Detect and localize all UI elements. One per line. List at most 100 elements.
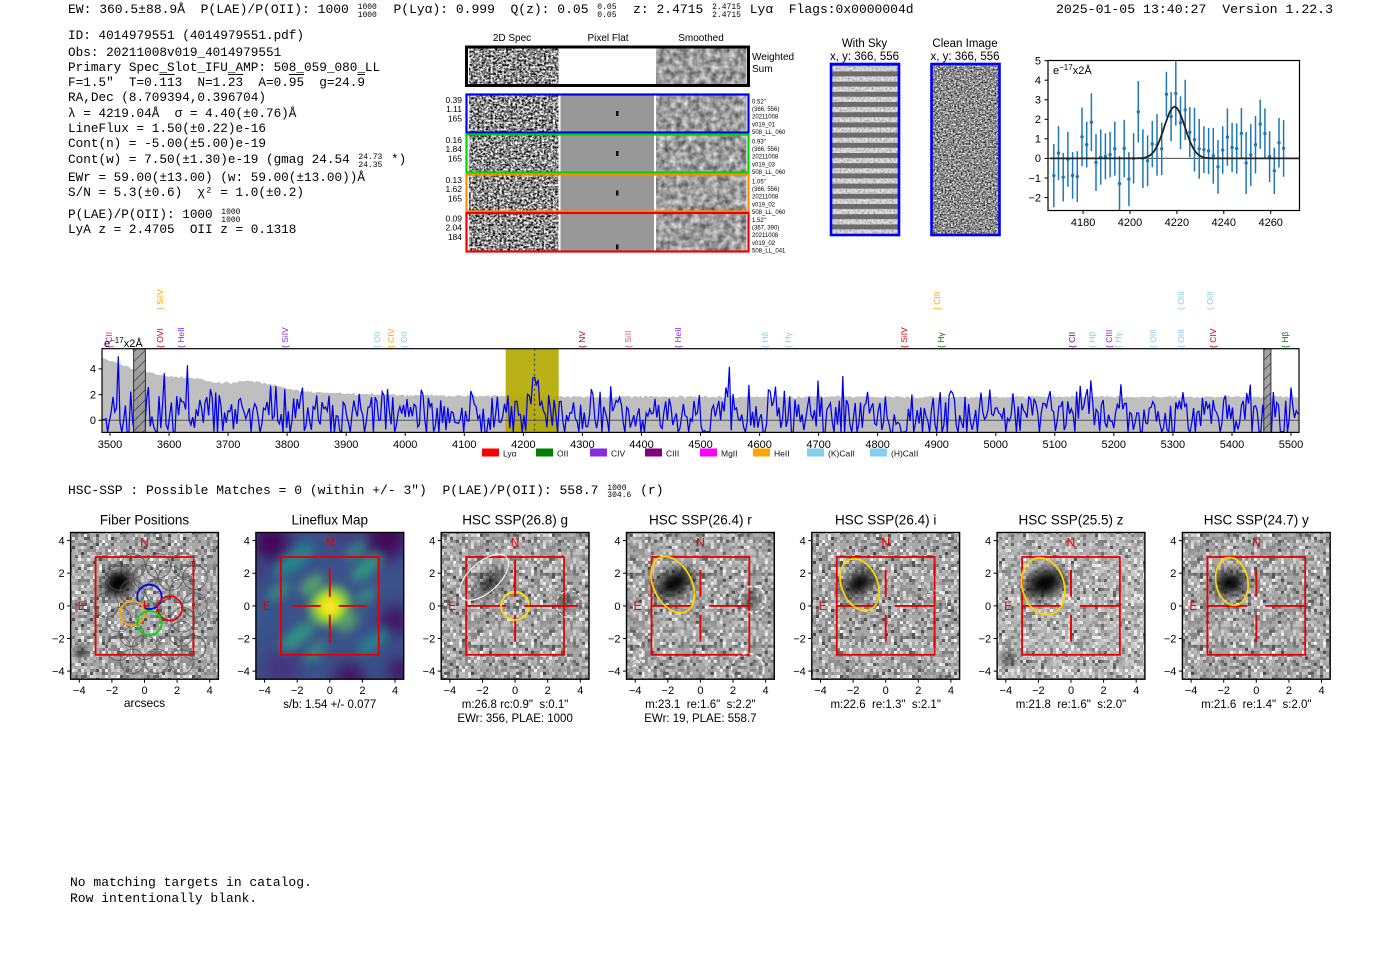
svg-text:−2: −2 — [423, 634, 436, 646]
svg-text:2: 2 — [730, 685, 736, 697]
svg-text:Sum: Sum — [752, 64, 773, 75]
svg-text:0.52": 0.52" — [752, 100, 766, 106]
svg-text:E: E — [819, 599, 827, 613]
svg-text:−4: −4 — [73, 685, 86, 697]
svg-text:E: E — [263, 599, 271, 613]
svg-text:Fiber Positions: Fiber Positions — [100, 513, 190, 528]
svg-text:{ OII: { OII — [399, 331, 409, 348]
svg-text:{ HeII: { HeII — [176, 327, 186, 348]
svg-text:m:21.6 re:1.4" s:2.0": m:21.6 re:1.4" s:2.0" — [1201, 699, 1311, 711]
svg-text:Pixel Flat: Pixel Flat — [587, 33, 628, 44]
svg-text:{ Hγ: { Hγ — [936, 332, 946, 348]
svg-text:m:22.6 re:1.3" s:2.1": m:22.6 re:1.3" s:2.1" — [830, 699, 940, 711]
svg-text:4: 4 — [392, 685, 398, 697]
svg-text:{ HeII: { HeII — [673, 327, 683, 348]
svg-text:−4: −4 — [52, 666, 65, 678]
svg-text:2: 2 — [915, 685, 921, 697]
svg-text:−1: −1 — [1028, 173, 1041, 185]
svg-text:4600: 4600 — [747, 439, 771, 451]
svg-text:2: 2 — [1035, 114, 1041, 126]
svg-text:{ Hβ: { Hβ — [1280, 332, 1290, 348]
svg-text:N: N — [511, 536, 520, 550]
svg-text:−2: −2 — [608, 634, 621, 646]
svg-text:0: 0 — [1068, 685, 1074, 697]
svg-text:4: 4 — [244, 536, 250, 548]
svg-text:−2: −2 — [847, 685, 860, 697]
svg-text:0.93": 0.93" — [752, 140, 766, 146]
svg-text:HeII: HeII — [774, 449, 790, 459]
svg-text:4: 4 — [800, 536, 806, 548]
svg-text:4: 4 — [985, 536, 991, 548]
svg-text:184: 184 — [448, 232, 462, 242]
svg-text:2: 2 — [90, 389, 96, 401]
svg-text:4800: 4800 — [865, 439, 889, 451]
svg-text:{ CIII: { CIII — [932, 292, 942, 310]
svg-text:Lyα: Lyα — [503, 449, 517, 459]
svg-text:4500: 4500 — [688, 439, 712, 451]
svg-text:−2: −2 — [52, 634, 65, 646]
svg-text:20211008: 20211008 — [752, 115, 779, 121]
svg-text:2: 2 — [1101, 685, 1107, 697]
svg-text:2: 2 — [800, 568, 806, 580]
svg-text:−4: −4 — [1000, 685, 1013, 697]
svg-text:EWr: 356, PLAE: 1000: EWr: 356, PLAE: 1000 — [457, 713, 573, 725]
svg-text:4900: 4900 — [924, 439, 948, 451]
svg-text:0: 0 — [512, 685, 518, 697]
svg-text:} SiIV: } SiIV — [155, 289, 165, 310]
svg-text:2: 2 — [429, 568, 435, 580]
svg-text:v019_01: v019_01 — [752, 122, 776, 128]
svg-text:−2: −2 — [476, 685, 489, 697]
svg-text:0: 0 — [327, 685, 333, 697]
svg-text:2: 2 — [359, 685, 365, 697]
svg-text:−2: −2 — [662, 685, 675, 697]
svg-text:0: 0 — [1253, 685, 1259, 697]
svg-text:E: E — [448, 599, 456, 613]
svg-text:508_LL_060: 508_LL_060 — [752, 170, 786, 176]
svg-text:{ Hγ: { Hγ — [783, 332, 793, 348]
svg-text:HSC SSP(26.8) g: HSC SSP(26.8) g — [462, 513, 568, 528]
svg-text:arcsecs: arcsecs — [124, 696, 165, 710]
svg-text:1.84: 1.84 — [445, 144, 462, 154]
svg-text:4: 4 — [1133, 685, 1139, 697]
svg-text:−4: −4 — [1185, 685, 1198, 697]
svg-text:OII: OII — [557, 449, 568, 459]
svg-text:(366, 556): (366, 556) — [752, 147, 779, 153]
svg-text:5100: 5100 — [1043, 439, 1067, 451]
svg-text:2: 2 — [985, 568, 991, 580]
svg-text:{ Hδ: { Hδ — [760, 332, 770, 348]
svg-text:v019_02: v019_02 — [752, 241, 776, 247]
svg-text:N: N — [1252, 536, 1261, 550]
svg-text:2: 2 — [244, 568, 250, 580]
svg-text:−2: −2 — [237, 634, 250, 646]
svg-text:m:23.1 re:1.6" s:2.2": m:23.1 re:1.6" s:2.2" — [645, 699, 755, 711]
svg-text:5: 5 — [1035, 56, 1041, 68]
svg-text:Clean Image: Clean Image — [932, 38, 997, 50]
svg-text:CIV: CIV — [611, 449, 626, 459]
svg-text:{ OIII: { OIII — [1148, 329, 1158, 348]
svg-text:{ CIII: { CIII — [1104, 330, 1114, 348]
svg-text:−4: −4 — [608, 666, 621, 678]
svg-text:E: E — [1189, 599, 1197, 613]
svg-text:165: 165 — [448, 113, 462, 123]
svg-text:0.39: 0.39 — [445, 95, 462, 105]
svg-text:0: 0 — [244, 601, 250, 613]
svg-text:5200: 5200 — [1102, 439, 1126, 451]
svg-text:−4: −4 — [423, 666, 436, 678]
svg-text:4000: 4000 — [393, 439, 417, 451]
svg-text:HSC SSP(26.4) r: HSC SSP(26.4) r — [649, 513, 752, 528]
svg-text:1.05": 1.05" — [752, 180, 766, 186]
svg-text:4: 4 — [763, 685, 769, 697]
svg-text:0: 0 — [883, 685, 889, 697]
svg-text:0: 0 — [985, 601, 991, 613]
svg-text:−4: −4 — [444, 685, 457, 697]
svg-text:20211008: 20211008 — [752, 195, 779, 201]
svg-text:−4: −4 — [258, 685, 271, 697]
svg-text:HSC SSP(25.5) z: HSC SSP(25.5) z — [1018, 513, 1123, 528]
svg-text:2.04: 2.04 — [445, 223, 462, 233]
svg-text:4: 4 — [429, 536, 435, 548]
svg-text:165: 165 — [448, 153, 462, 163]
svg-text:0: 0 — [697, 685, 703, 697]
svg-text:4: 4 — [1170, 536, 1176, 548]
svg-text:4: 4 — [90, 364, 96, 376]
svg-text:5500: 5500 — [1279, 439, 1303, 451]
